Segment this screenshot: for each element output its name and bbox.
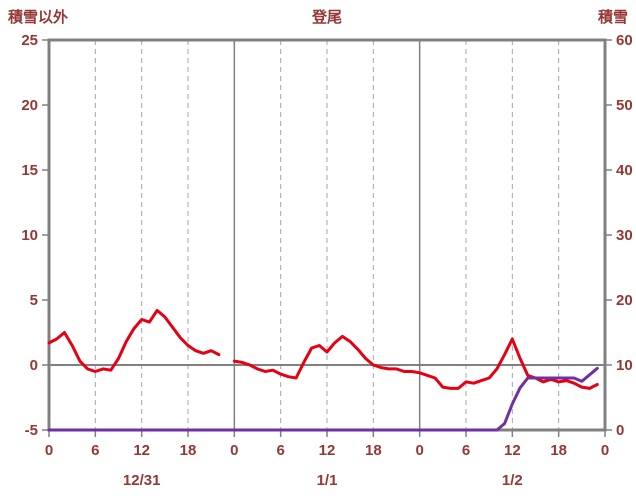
- svg-text:18: 18: [180, 442, 197, 459]
- svg-text:18: 18: [550, 442, 567, 459]
- svg-text:6: 6: [462, 442, 470, 459]
- svg-text:-5: -5: [25, 422, 38, 439]
- right-axis-title: 積雪: [597, 9, 628, 26]
- svg-text:15: 15: [21, 162, 38, 179]
- gridlines: [94, 40, 560, 430]
- svg-text:12: 12: [319, 442, 336, 459]
- svg-text:0: 0: [230, 442, 238, 459]
- svg-text:5: 5: [30, 292, 38, 309]
- temperature-line: [47, 308, 599, 390]
- date-labels: 12/31 1/1 1/2: [123, 472, 523, 489]
- svg-text:12: 12: [133, 442, 150, 459]
- x-axis-labels: 0 6 12 18 0 6 12 18 0 6 12 18 0: [45, 431, 609, 459]
- svg-text:0: 0: [45, 442, 53, 459]
- svg-text:50: 50: [616, 97, 633, 114]
- snow-depth-line: [47, 366, 599, 432]
- left-axis-title: 積雪以外: [8, 9, 69, 26]
- right-axis-labels: 60 50 40 30 20 10 0: [606, 32, 633, 439]
- svg-text:12: 12: [504, 442, 521, 459]
- svg-text:25: 25: [21, 32, 38, 49]
- svg-text:1/1: 1/1: [317, 472, 338, 489]
- svg-text:1/2: 1/2: [502, 472, 523, 489]
- svg-text:18: 18: [365, 442, 382, 459]
- svg-text:20: 20: [21, 97, 38, 114]
- svg-text:0: 0: [616, 422, 624, 439]
- left-axis-labels: 25 20 15 10 5 0 -5: [21, 32, 48, 439]
- chart-title: 登尾: [311, 9, 342, 26]
- svg-text:30: 30: [616, 227, 633, 244]
- svg-text:12/31: 12/31: [123, 472, 161, 489]
- svg-text:0: 0: [30, 357, 38, 374]
- svg-text:0: 0: [601, 442, 609, 459]
- svg-text:40: 40: [616, 162, 633, 179]
- svg-text:20: 20: [616, 292, 633, 309]
- svg-text:6: 6: [276, 442, 284, 459]
- svg-text:10: 10: [616, 357, 633, 374]
- svg-text:0: 0: [415, 442, 423, 459]
- svg-text:6: 6: [91, 442, 99, 459]
- svg-text:10: 10: [21, 227, 38, 244]
- svg-text:60: 60: [616, 32, 633, 49]
